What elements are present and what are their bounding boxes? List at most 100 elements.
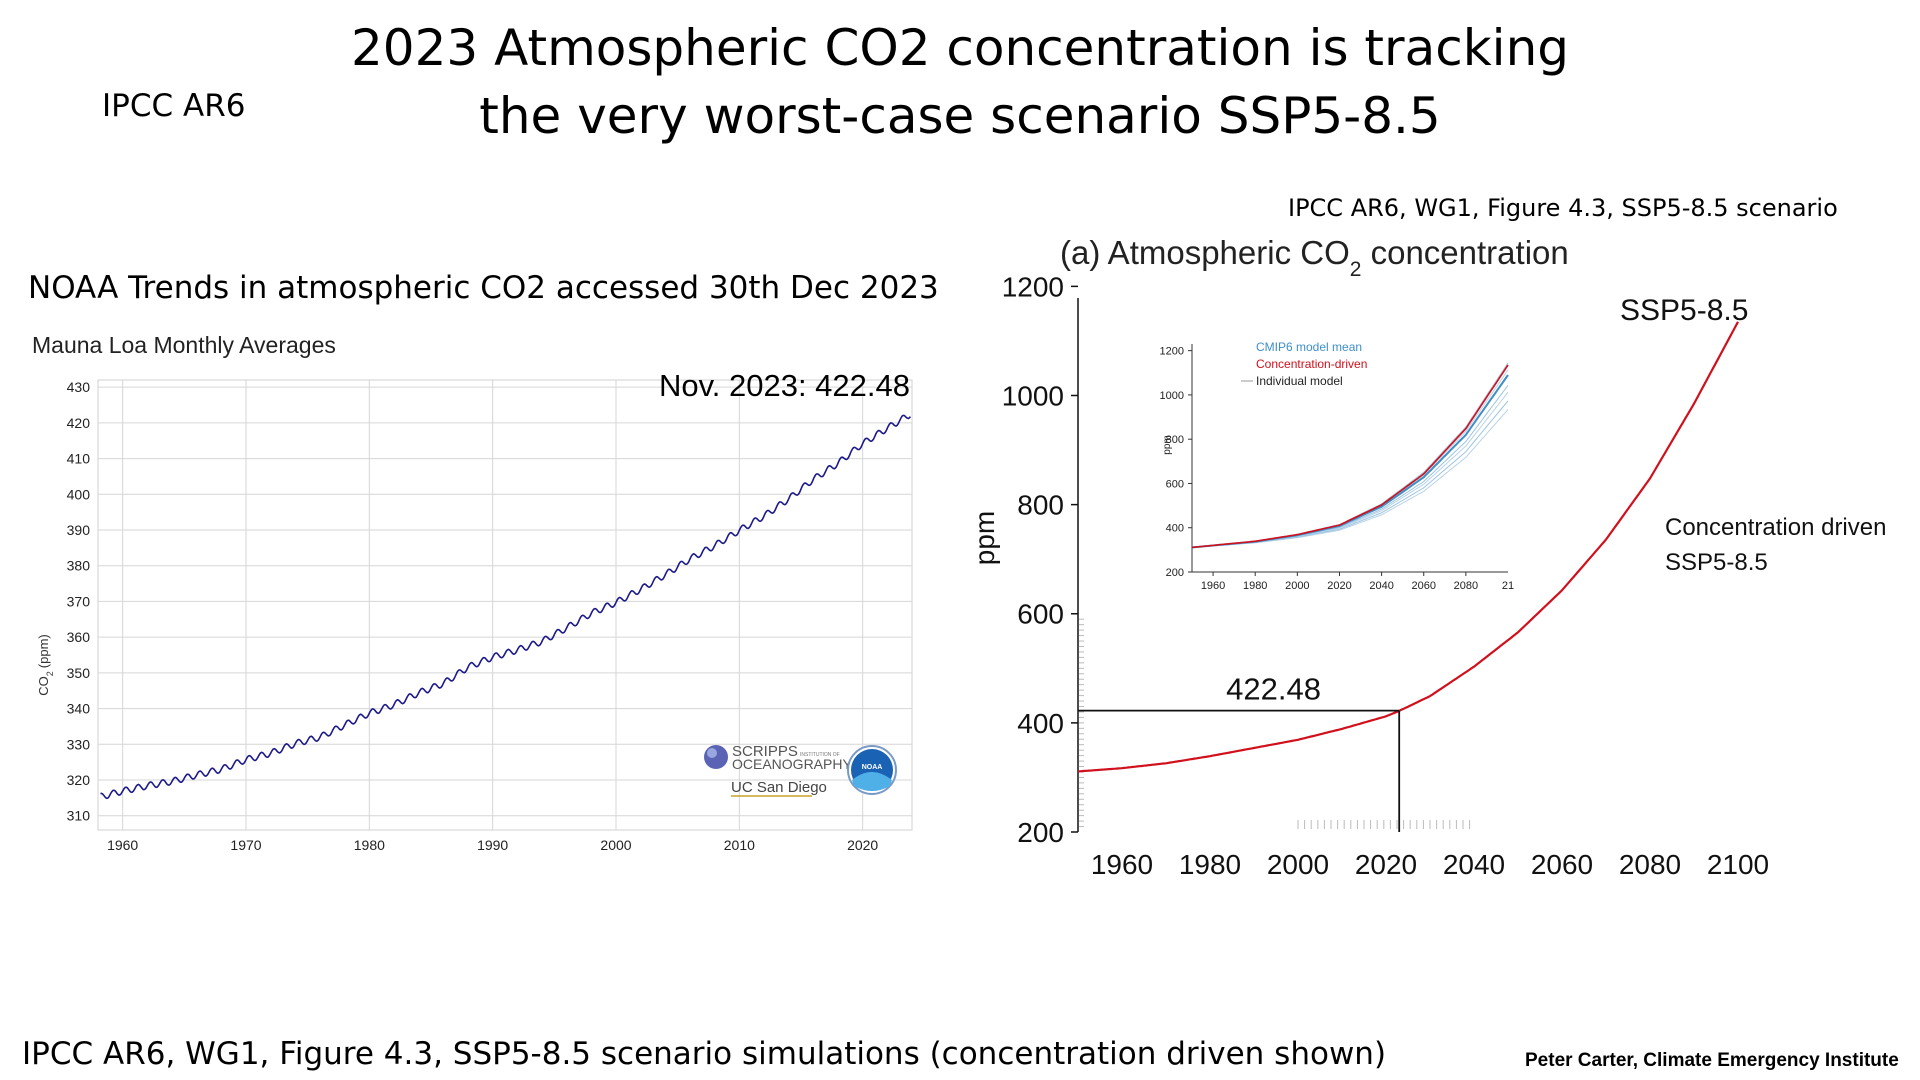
scripps-globe-highlight <box>707 748 717 758</box>
inset-y-tick-label: 800 <box>1166 434 1184 446</box>
ipcc-x-ticks: 1960 1980 2000 2020 2040 2060 2080 2100 <box>1091 849 1769 880</box>
inset-individual-model-line <box>1191 400 1509 548</box>
scripps-text: SCRIPPS <box>732 743 798 760</box>
mauna-loa-x-ticks: 1960 1970 1980 1990 2000 2010 2020 <box>107 837 878 850</box>
title-prefix: (a) Atmospheric CO <box>1060 234 1350 271</box>
mauna-loa-x-tick-label: 1960 <box>107 837 138 850</box>
ipcc-y-ticks: 200 400 600 800 1000 1200 <box>1002 271 1078 848</box>
scripps-small-text: INSTITUTION OF <box>800 752 840 758</box>
inset-legend-cmip6-mean: CMIP6 model mean <box>1256 340 1362 354</box>
mauna-loa-x-tick-label: 1990 <box>477 837 508 850</box>
mauna-loa-y-tick-label: 390 <box>67 522 91 538</box>
title-suffix: concentration <box>1361 234 1568 271</box>
mauna-loa-y-tick-label: 430 <box>67 379 91 395</box>
inset-x-tick-label: 2040 <box>1369 580 1393 592</box>
ipcc-y-tick-label: 400 <box>1017 708 1064 739</box>
ipcc-x-tick-label: 2000 <box>1267 849 1329 880</box>
ipcc-x-tick-label: 2100 <box>1707 849 1769 880</box>
mauna-loa-co2-series <box>100 414 912 800</box>
mauna-loa-y-axis-label: CO2 (ppm) <box>36 634 55 695</box>
mauna-loa-y-tick-label: 370 <box>67 593 91 609</box>
mauna-loa-grid <box>97 379 913 831</box>
ipcc-y-tick-label: 200 <box>1017 817 1064 848</box>
inset-x-tick-label: 1980 <box>1243 580 1267 592</box>
inset-individual-model-line <box>1191 385 1509 548</box>
inset-legend-concentration-driven: Concentration-driven <box>1256 357 1367 371</box>
ipcc-figure-caption: IPCC AR6, WG1, Figure 4.3, SSP5-8.5 scen… <box>1288 194 1838 222</box>
mauna-loa-chart: 310320330340350360370380390400410420430 … <box>36 368 913 850</box>
inset-axes <box>1191 344 1508 573</box>
current-value-marker <box>1078 709 1401 832</box>
mauna-loa-x-tick-label: 2020 <box>847 837 878 850</box>
inset-y-tick-label: 1200 <box>1160 346 1184 358</box>
ipcc-chart-title: (a) Atmospheric CO2 concentration <box>1060 234 1569 281</box>
ylabel-unit: (ppm) <box>36 634 51 668</box>
ipcc-y-tick-label: 1200 <box>1002 271 1064 302</box>
inset-concentration-series <box>1191 364 1509 549</box>
ipcc-x-tick-label: 1960 <box>1091 849 1153 880</box>
inset-legend-individual-model: Individual model <box>1256 374 1343 388</box>
inset-y-tick-label: 400 <box>1166 523 1184 535</box>
ipcc-x-tick-label: 2080 <box>1619 849 1681 880</box>
current-value-label: 422.48 <box>1226 672 1321 707</box>
mauna-loa-y-tick-label: 310 <box>67 808 91 824</box>
inset-y-axis-label: ppm <box>1162 435 1173 454</box>
mauna-loa-y-tick-label: 320 <box>67 772 91 788</box>
series-label-line1: Concentration driven <box>1665 514 1886 541</box>
title-sub: 2 <box>1350 258 1362 281</box>
inset-y-tick-label: 1000 <box>1160 390 1184 402</box>
ipcc-tag: IPCC AR6 <box>102 88 246 124</box>
mauna-loa-x-tick-label: 2010 <box>724 837 755 850</box>
latest-value-annotation: Nov. 2023: 422.48 <box>659 368 910 403</box>
footer-caption: IPCC AR6, WG1, Figure 4.3, SSP5-8.5 scen… <box>22 1036 1387 1072</box>
scripps-logo: SCRIPPS INSTITUTION OF OCEANOGRAPHY UC S… <box>704 743 852 797</box>
author-credit: Peter Carter, Climate Emergency Institut… <box>1525 1050 1899 1071</box>
mauna-loa-y-tick-label: 400 <box>67 486 91 502</box>
mauna-loa-y-tick-label: 360 <box>67 629 91 645</box>
inset-individual-model-line <box>1191 391 1509 548</box>
mauna-loa-y-tick-label: 340 <box>67 701 91 717</box>
inset-x-tick-label-last: 21 <box>1502 580 1514 592</box>
ipcc-y-axis-label: ppm <box>969 511 1000 565</box>
mauna-loa-plot-frame <box>97 379 913 831</box>
inset-x-tick-label: 1960 <box>1201 580 1225 592</box>
ipcc-x-tick-label: 2020 <box>1355 849 1417 880</box>
ucsd-text: UC San Diego <box>731 779 827 796</box>
noaa-wave-icon <box>852 772 892 791</box>
noaa-text: NOAA <box>862 764 883 771</box>
mauna-loa-y-tick-label: 410 <box>67 451 91 467</box>
inset-x-tick-label: 2000 <box>1285 580 1309 592</box>
main-title-line1: 2023 Atmospheric CO2 concentration is tr… <box>351 19 1569 77</box>
ipcc-x-tick-label: 1980 <box>1179 849 1241 880</box>
main-title-line2: the very worst-case scenario SSP5-8.5 <box>479 87 1441 145</box>
oceanography-text: OCEANOGRAPHY <box>732 756 852 772</box>
scripps-globe-icon <box>704 745 728 769</box>
noaa-chart-heading: NOAA Trends in atmospheric CO2 accessed … <box>28 270 939 306</box>
inset-x-tick-label: 2060 <box>1411 580 1435 592</box>
inset-y-ticks: 200 400 600 800 1000 1200 <box>1160 346 1192 579</box>
inset-x-tick-label: 2020 <box>1327 580 1351 592</box>
ylabel-sub: 2 <box>45 671 55 676</box>
ylabel-main: CO <box>36 676 51 696</box>
noaa-logo: NOAA <box>847 745 897 795</box>
mauna-loa-y-tick-label: 330 <box>67 736 91 752</box>
ipcc-minor-ticks <box>1079 618 1471 829</box>
ipcc-x-tick-label: 2040 <box>1443 849 1505 880</box>
mauna-loa-y-ticks: 310 320 330 340 350 360 370 380 390 400 410 420 430 <box>67 379 91 824</box>
concentration-driven-series <box>1077 321 1739 773</box>
mauna-loa-x-tick-label: 1980 <box>354 837 385 850</box>
inset-x-tick-label: 2080 <box>1454 580 1478 592</box>
inset-y-tick-label: 600 <box>1166 478 1184 490</box>
ipcc-y-tick-label: 800 <box>1017 490 1064 521</box>
ipcc-y-tick-label: 1000 <box>1002 380 1064 411</box>
ipcc-ssp585-chart: (a) Atmospheric CO2 concentration ppm 20… <box>969 234 1886 880</box>
cmip6-inset-chart: 200 400 600 800 1000 1200 1960 1980 2000 2020 204… <box>1160 340 1515 592</box>
ipcc-y-tick-label: 600 <box>1017 599 1064 630</box>
inset-y-tick-label: 200 <box>1166 567 1184 579</box>
scenario-label: SSP5-8.5 <box>1620 294 1748 327</box>
mauna-loa-chart-title: Mauna Loa Monthly Averages <box>32 332 336 358</box>
ipcc-x-tick-label: 2060 <box>1531 849 1593 880</box>
main-title: 2023 Atmospheric CO2 concentration is tr… <box>0 14 1920 150</box>
inset-individual-model-line <box>1191 409 1509 548</box>
series-label-line2: SSP5-8.5 <box>1665 549 1768 576</box>
